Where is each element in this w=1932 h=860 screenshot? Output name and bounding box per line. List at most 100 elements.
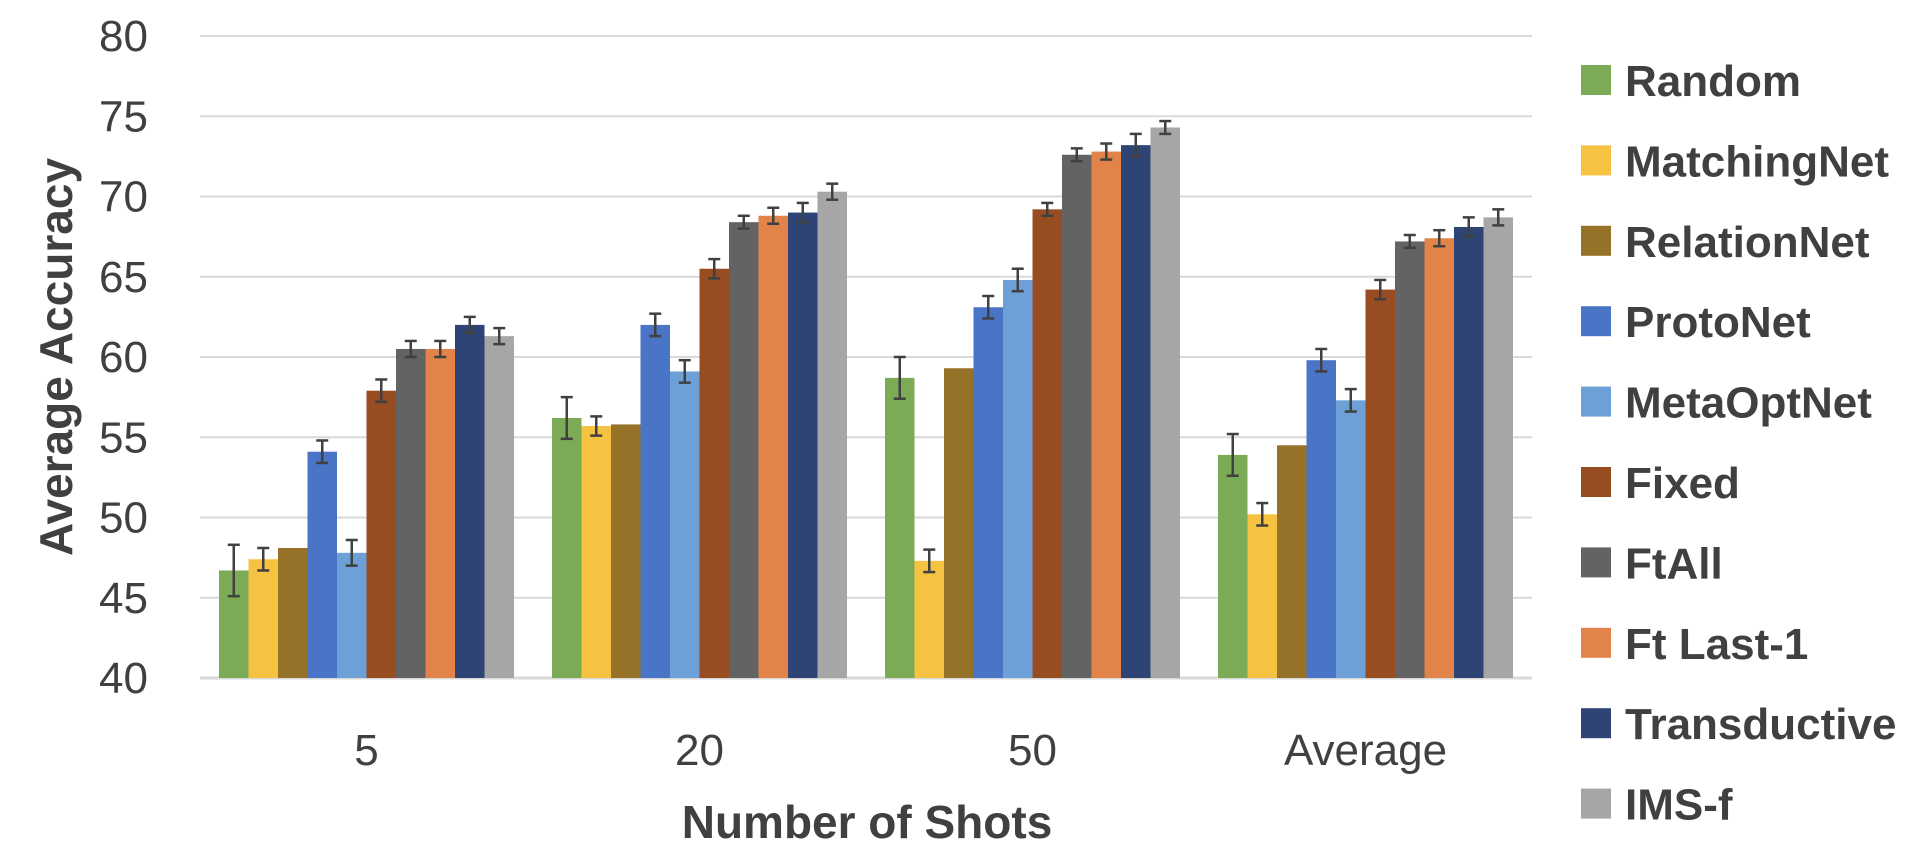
bar-ftall-5 <box>396 348 426 678</box>
y-tick-label: 65 <box>99 253 148 302</box>
bar-random-50 <box>885 377 915 678</box>
bar-ftall-average <box>1395 241 1425 678</box>
bar-fixed-50 <box>1032 209 1062 678</box>
error-bar <box>1374 278 1387 301</box>
error-bar <box>1403 233 1416 250</box>
error-bar <box>1344 387 1357 413</box>
error-bar <box>590 415 603 437</box>
bar-ims-f-20 <box>817 191 847 678</box>
error-bar <box>678 358 691 384</box>
bar-matchingnet-50 <box>914 560 944 678</box>
legend-label: MatchingNet <box>1625 137 1889 186</box>
error-bar <box>560 395 573 441</box>
error-bar <box>493 326 506 346</box>
error-bar <box>1492 208 1505 227</box>
x-tick-label: 5 <box>354 726 378 775</box>
bar-metaoptnet-20 <box>670 371 700 678</box>
bar-protonet-average <box>1306 360 1336 678</box>
error-bar <box>1315 347 1328 373</box>
bar-ft-last-1-50 <box>1091 151 1121 678</box>
bar-metaoptnet-average <box>1336 400 1366 678</box>
legend-item: Transductive <box>1581 700 1896 749</box>
error-bar <box>257 546 270 572</box>
y-axis-ticks: 40 45 50 55 60 65 70 75 80 <box>99 12 148 703</box>
y-tick-label: 80 <box>99 12 148 61</box>
error-bar <box>463 315 476 335</box>
bar-fixed-5 <box>366 390 396 678</box>
y-tick-label: 55 <box>99 413 148 462</box>
legend-item: Random <box>1581 57 1801 106</box>
bar-protonet-20 <box>640 324 670 678</box>
legend-item: ProtoNet <box>1581 298 1811 347</box>
legend-swatch <box>1581 788 1611 819</box>
bar-ftall-20 <box>729 222 759 678</box>
x-tick-label: 50 <box>1008 726 1057 775</box>
error-bar <box>1433 228 1446 248</box>
bar-transductive-20 <box>788 212 818 679</box>
legend-item: Fixed <box>1581 459 1740 508</box>
bar-ims-f-5 <box>484 336 514 678</box>
legend-label: Fixed <box>1625 459 1740 508</box>
error-bar <box>1256 501 1269 527</box>
legend-item: RelationNet <box>1581 218 1870 267</box>
bar-random-average <box>1218 454 1248 678</box>
error-bar <box>1129 132 1142 158</box>
error-bar <box>1226 432 1239 478</box>
legend-swatch <box>1581 708 1611 739</box>
bar-fixed-20 <box>699 268 729 678</box>
error-bar <box>1070 147 1083 163</box>
legend-item: MetaOptNet <box>1581 379 1872 428</box>
legend-label: RelationNet <box>1625 218 1870 267</box>
legend-swatch <box>1581 386 1611 417</box>
x-axis-title: Number of Shots <box>682 796 1053 848</box>
legend-item: Ft Last-1 <box>1581 620 1808 669</box>
error-bar <box>1159 119 1172 136</box>
error-bar <box>1041 201 1054 218</box>
legend-label: Ft Last-1 <box>1625 620 1808 669</box>
y-tick-label: 75 <box>99 92 148 141</box>
error-bar <box>893 355 906 400</box>
bar-random-20 <box>552 417 582 678</box>
x-tick-label: Average <box>1284 726 1447 775</box>
error-bar <box>649 312 662 338</box>
y-tick-label: 40 <box>99 654 148 703</box>
bar-metaoptnet-50 <box>1003 279 1033 678</box>
legend-label: Random <box>1625 57 1801 106</box>
bar-protonet-50 <box>973 307 1003 678</box>
legend-item: FtAll <box>1581 539 1723 588</box>
bar-ims-f-average <box>1483 217 1513 679</box>
error-bar <box>1100 142 1113 161</box>
error-bar <box>434 339 447 359</box>
bar-relationnet-average <box>1277 445 1307 678</box>
bar-ftall-50 <box>1062 154 1092 678</box>
legend-swatch <box>1581 65 1611 95</box>
legend-label: Transductive <box>1625 700 1896 749</box>
bar-ft-last-1-5 <box>425 348 455 678</box>
error-bar <box>826 182 839 201</box>
bar-relationnet-20 <box>611 424 641 678</box>
error-bar <box>1462 216 1475 238</box>
bar-relationnet-50 <box>944 368 974 678</box>
y-tick-label: 45 <box>99 574 148 623</box>
bar-ft-last-1-average <box>1424 238 1454 679</box>
legend-label: ProtoNet <box>1625 298 1811 347</box>
y-tick-label: 50 <box>99 494 148 543</box>
legend-swatch <box>1581 306 1611 337</box>
bar-transductive-5 <box>455 324 485 678</box>
legend-item: MatchingNet <box>1581 137 1889 186</box>
error-bar <box>316 439 329 465</box>
error-bar <box>737 214 750 230</box>
legend-label: MetaOptNet <box>1625 379 1872 428</box>
x-tick-label: 20 <box>675 726 724 775</box>
legend-label: FtAll <box>1625 539 1723 588</box>
bar-transductive-average <box>1454 226 1484 678</box>
legend-swatch <box>1581 225 1611 256</box>
error-bar <box>227 543 240 598</box>
error-bar <box>404 339 417 359</box>
bar-matchingnet-average <box>1247 514 1277 678</box>
error-bar <box>982 294 995 320</box>
y-tick-label: 60 <box>99 333 148 382</box>
legend-swatch <box>1581 145 1611 176</box>
x-axis-ticks: 5 20 50 Average <box>354 726 1447 775</box>
bar-relationnet-5 <box>278 547 308 678</box>
